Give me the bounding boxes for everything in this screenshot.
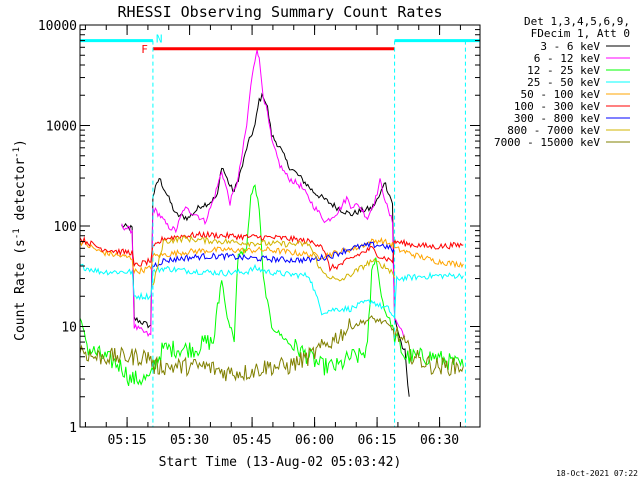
x-tick-label-3: 06:00 bbox=[295, 433, 334, 448]
legend-label-2: 12 - 25 keV bbox=[527, 64, 600, 77]
series-line-7 bbox=[152, 234, 396, 286]
series-line-8 bbox=[80, 315, 464, 382]
series-layer bbox=[80, 49, 464, 397]
legend-label-1: 6 - 12 keV bbox=[534, 52, 601, 65]
x-axis-label: Start Time (13-Aug-02 05:03:42) bbox=[159, 455, 402, 470]
legend-label-0: 3 - 6 keV bbox=[540, 40, 600, 53]
series-line-3 bbox=[80, 263, 464, 320]
night-flag-label: N bbox=[156, 33, 163, 46]
chart-title: RHESSI Observing Summary Count Rates bbox=[117, 3, 442, 21]
legend-label-8: 7000 - 15000 keV bbox=[494, 136, 600, 149]
y-axis: 1 10 100 1000 10000 bbox=[38, 19, 480, 436]
legend-label-7: 800 - 7000 keV bbox=[507, 124, 600, 137]
legend-label-4: 50 - 100 keV bbox=[521, 88, 601, 101]
legend-label-3: 25 - 50 keV bbox=[527, 76, 600, 89]
x-tick-label-0: 05:15 bbox=[108, 433, 147, 448]
y-axis-label: Count Rate (s-1 detector-1) bbox=[12, 139, 28, 341]
legend-label-6: 300 - 800 keV bbox=[514, 112, 600, 125]
series-line-5 bbox=[80, 230, 464, 273]
y-tick-label-4: 10000 bbox=[38, 19, 77, 34]
x-tick-label-4: 06:15 bbox=[358, 433, 397, 448]
x-tick-label-2: 05:45 bbox=[233, 433, 272, 448]
plot-frame bbox=[79, 24, 481, 428]
legend: Det 1,3,4,5,6,9,FDecim 1, Att 03 - 6 keV… bbox=[494, 15, 630, 149]
flag-layer: FN bbox=[79, 33, 480, 427]
timestamp: 18-Oct-2021 07:22 bbox=[556, 469, 638, 478]
y-tick-label-3: 1000 bbox=[46, 120, 77, 135]
series-line-0 bbox=[121, 92, 410, 397]
flare-flag-label: F bbox=[141, 43, 148, 56]
legend-label-5: 100 - 300 keV bbox=[514, 100, 600, 113]
series-line-1 bbox=[121, 49, 406, 338]
x-tick-label-1: 05:30 bbox=[170, 433, 209, 448]
y-tick-label-2: 100 bbox=[54, 220, 77, 235]
series-line-6 bbox=[152, 241, 396, 268]
y-tick-label-1: 10 bbox=[61, 321, 77, 336]
x-tick-label-5: 06:30 bbox=[420, 433, 459, 448]
series-line-4 bbox=[80, 236, 464, 275]
legend-header-1: FDecim 1, Att 0 bbox=[531, 27, 630, 40]
x-axis: 05:15 05:30 05:45 06:00 06:15 06:30 bbox=[84, 25, 461, 448]
y-tick-label-0: 1 bbox=[69, 421, 77, 436]
legend-header-0: Det 1,3,4,5,6,9, bbox=[524, 15, 630, 28]
